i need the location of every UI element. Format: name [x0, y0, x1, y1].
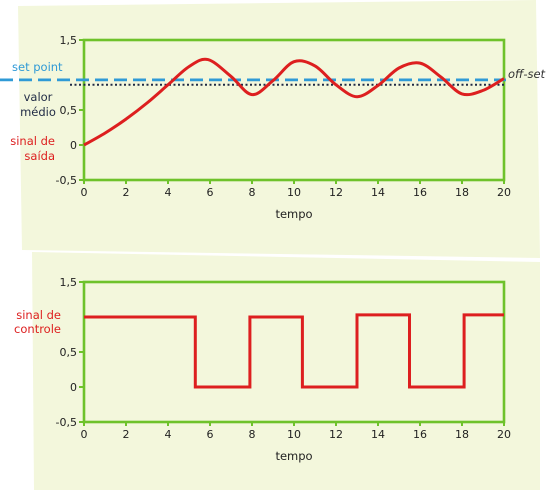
x-tick-label: 2	[123, 186, 130, 199]
x-tick-label: 10	[287, 186, 301, 199]
x-tick-label: 16	[413, 428, 427, 441]
x-tick-label: 0	[81, 428, 88, 441]
offset-label: off-set	[508, 67, 546, 81]
y-tick-label: 0	[70, 381, 77, 394]
control-signal-line	[84, 313, 504, 389]
bottom-panel-background	[32, 252, 540, 490]
y-tick-label: 0,5	[60, 346, 78, 359]
x-tick-label: 20	[497, 428, 511, 441]
control-label-line2: controle	[14, 322, 61, 336]
average-label-line1: valor	[24, 90, 53, 104]
x-tick-label: 8	[249, 428, 256, 441]
y-tick-label: 1,5	[60, 276, 78, 289]
x-axis-label: tempo	[275, 449, 312, 463]
x-tick-label: 18	[455, 428, 469, 441]
y-tick-label: -0,5	[56, 174, 77, 187]
y-tick-label: -0,5	[56, 416, 77, 429]
y-tick-label: 0	[70, 139, 77, 152]
output-label-line1: sinal de	[10, 134, 55, 148]
output-label-line2: saída	[24, 149, 55, 163]
x-tick-label: 16	[413, 186, 427, 199]
y-tick-label: 1,5	[60, 34, 78, 47]
x-tick-label: 0	[81, 186, 88, 199]
output-signal-line	[83, 57, 505, 147]
x-tick-label: 6	[207, 186, 214, 199]
x-tick-label: 2	[123, 428, 130, 441]
control-label-line1: sinal de	[16, 308, 61, 322]
x-axis-label: tempo	[275, 207, 312, 221]
setpoint-label: set point	[12, 60, 63, 74]
x-tick-label: 8	[249, 186, 256, 199]
x-tick-label: 18	[455, 186, 469, 199]
x-tick-label: 14	[371, 428, 385, 441]
output-chart: -0,5 0 0,5 1,5 0 2 4 6 8 10 12 14 16 18 20 tempo set …	[0, 34, 546, 221]
x-tick-label: 12	[329, 186, 343, 199]
average-label-line2: médio	[20, 105, 56, 119]
x-tick-label: 6	[207, 428, 214, 441]
control-chart: -0,5 0 0,5 1,5 0 2 4 6 8 10 12 14 16 18 20 tempo sina…	[14, 276, 511, 463]
x-tick-label: 12	[329, 428, 343, 441]
x-tick-label: 4	[165, 186, 172, 199]
x-tick-label: 20	[497, 186, 511, 199]
y-tick-label: 0,5	[60, 104, 78, 117]
x-tick-label: 10	[287, 428, 301, 441]
x-tick-label: 14	[371, 186, 385, 199]
x-tick-label: 4	[165, 428, 172, 441]
